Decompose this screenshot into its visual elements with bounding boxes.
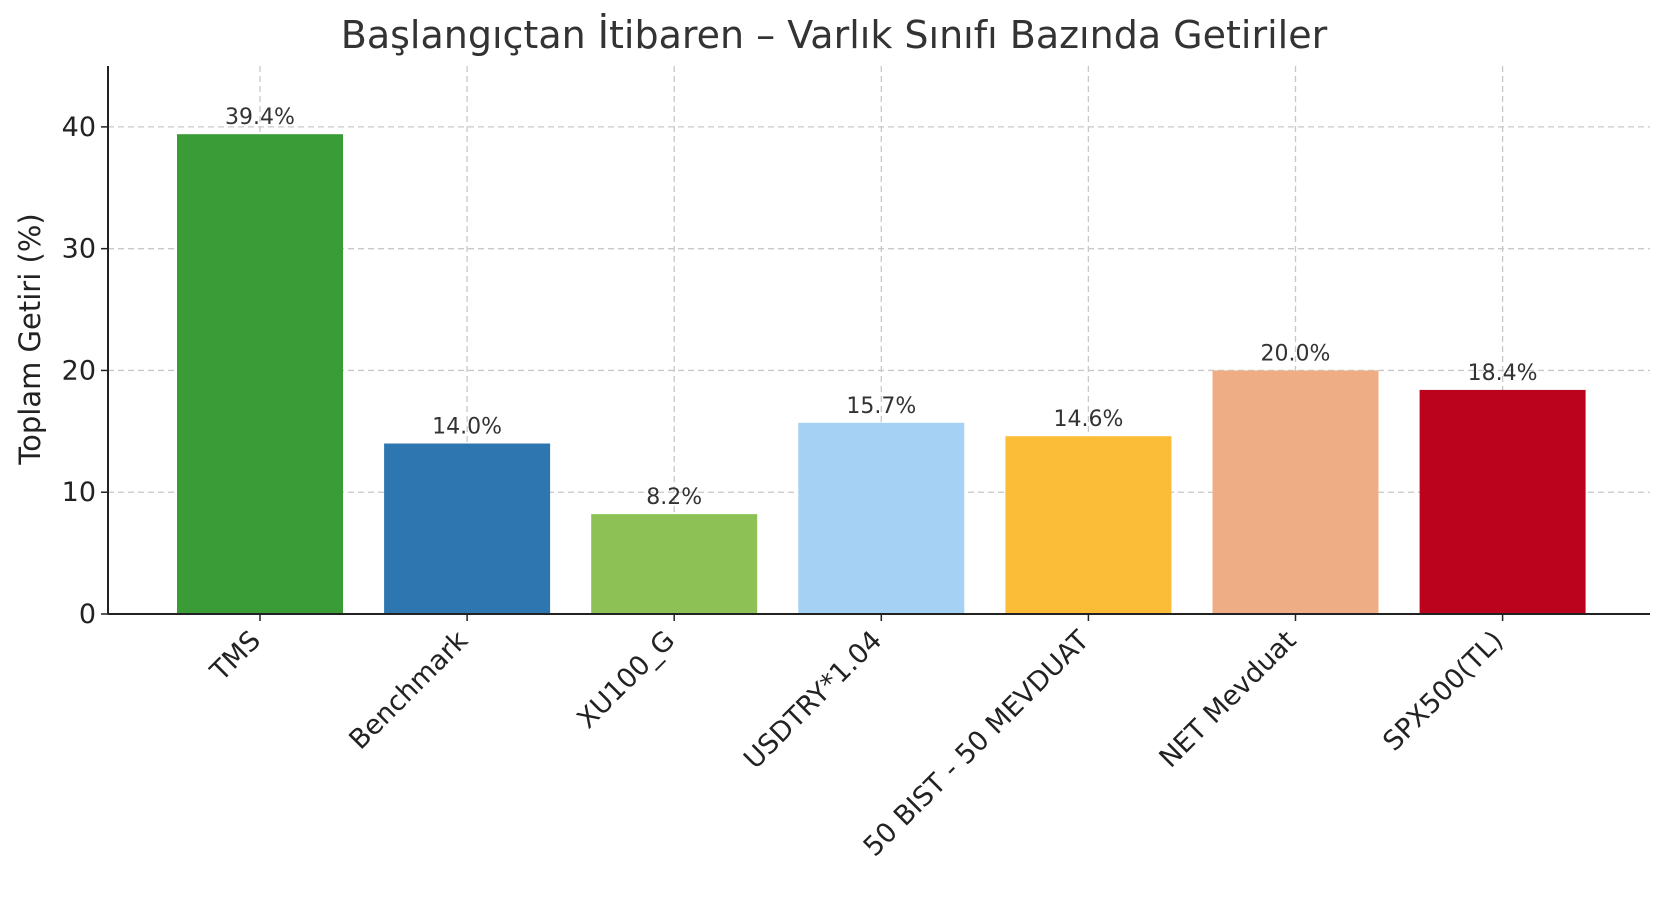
x-tick-label: XU100_G xyxy=(571,625,681,735)
data-label: 15.7% xyxy=(846,394,916,419)
data-label: 18.4% xyxy=(1468,361,1538,386)
data-label: 14.6% xyxy=(1053,407,1123,432)
y-tick-label: 40 xyxy=(62,112,96,143)
bar-6 xyxy=(1419,389,1586,614)
y-tick-label: 30 xyxy=(62,234,96,265)
data-label: 8.2% xyxy=(646,485,702,510)
y-axis-label: Toplam Getiri (%) xyxy=(13,213,47,465)
chart-title: Başlangıçtan İtibaren – Varlık Sınıfı Ba… xyxy=(341,13,1328,57)
bars xyxy=(177,134,1586,614)
x-tick-label: Benchmark xyxy=(343,625,474,756)
data-label: 14.0% xyxy=(432,415,502,440)
x-tick-label: NET Mevduat xyxy=(1154,625,1303,774)
x-tick-label: 50 BIST - 50 MEVDUAT xyxy=(858,625,1096,863)
y-tick-label: 10 xyxy=(62,477,96,508)
data-label: 20.0% xyxy=(1261,341,1331,366)
data-labels: 39.4% 14.0% 8.2% 15.7% 14.6% 20.0% 18.4% xyxy=(225,105,1537,510)
bar-4 xyxy=(1005,436,1172,614)
data-label: 39.4% xyxy=(225,105,295,130)
x-tick-label: SPX500(TL) xyxy=(1377,625,1509,757)
bar-2 xyxy=(591,514,758,614)
x-tick-label: USDTRY*1.04 xyxy=(738,625,888,775)
y-tick-label: 0 xyxy=(79,599,96,630)
bar-5 xyxy=(1212,370,1379,614)
bar-3 xyxy=(798,422,965,614)
x-tick-label: TMS xyxy=(204,625,267,688)
bar-1 xyxy=(384,443,551,614)
bar-0 xyxy=(177,134,343,614)
y-tick-label: 20 xyxy=(62,355,96,386)
